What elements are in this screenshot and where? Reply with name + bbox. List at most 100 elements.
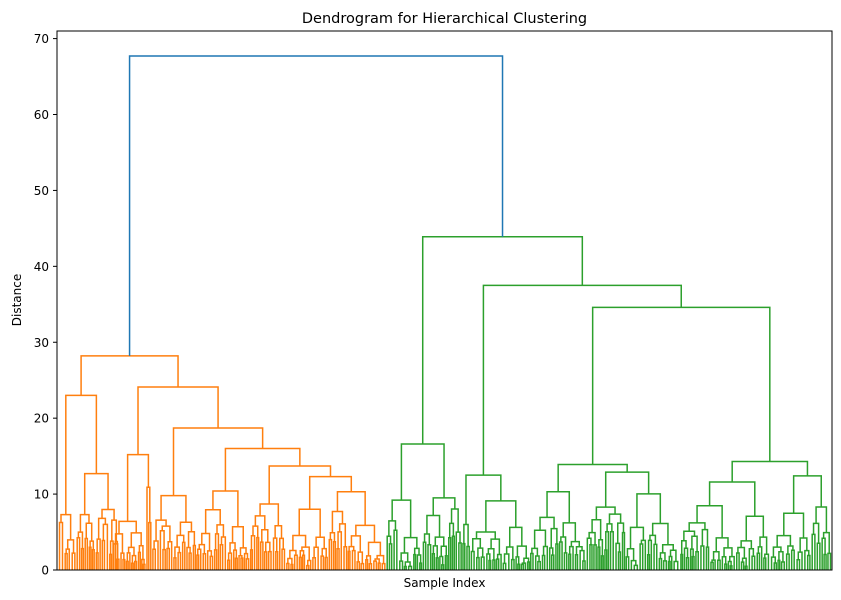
dendrogram-link-170 xyxy=(413,547,420,556)
dendrogram-link-123 xyxy=(321,547,327,558)
dendrogram-link-312 xyxy=(696,505,723,538)
dendrogram-link-195 xyxy=(463,523,469,547)
dendrogram-link-240 xyxy=(574,554,579,570)
dendrogram-link-203 xyxy=(492,559,496,570)
dendrogram-link-115 xyxy=(306,564,310,570)
dendrogram-link-171 xyxy=(403,536,418,553)
dendrogram-link-86 xyxy=(245,558,250,570)
dendrogram-link-56 xyxy=(177,551,182,570)
dendrogram-link-97 xyxy=(267,550,272,570)
dendrogram-link-255 xyxy=(604,549,608,570)
x-axis-label: Sample Index xyxy=(404,576,486,590)
dendrogram-link-224 xyxy=(537,560,541,570)
y-tick-label: 60 xyxy=(34,108,49,122)
dendrogram-link-230 xyxy=(550,554,555,570)
dendrogram-link-331 xyxy=(780,561,786,570)
dendrogram-link-158 xyxy=(388,543,393,570)
dendrogram-link-34 xyxy=(130,562,134,570)
dendrogram-link-353 xyxy=(731,460,809,482)
dendrogram-link-181 xyxy=(444,554,448,570)
dendrogram-link-1 xyxy=(64,552,68,570)
dendrogram-link-162 xyxy=(399,560,404,570)
dendrogram-link-263 xyxy=(608,513,622,524)
dendrogram-link-238 xyxy=(568,553,572,570)
dendrogram-link-330 xyxy=(777,559,781,570)
dendrogram-link-356 xyxy=(421,235,584,444)
dendrogram-link-202 xyxy=(486,553,491,570)
dendrogram-link-142 xyxy=(368,562,373,570)
dendrogram-link-213 xyxy=(517,563,521,570)
dendrogram-link-42 xyxy=(130,532,142,548)
dendrogram-link-156 xyxy=(137,386,219,455)
dendrogram-link-164 xyxy=(407,565,413,570)
dendrogram-link-198 xyxy=(480,556,485,570)
dendrogram-link-149 xyxy=(367,541,382,556)
dendrogram-link-266 xyxy=(633,564,639,570)
dendrogram-link-186 xyxy=(451,535,456,570)
dendrogram-link-28 xyxy=(112,543,119,570)
dendrogram-link-328 xyxy=(773,562,778,570)
dendrogram-link-241 xyxy=(582,560,586,570)
dendrogram-link-172 xyxy=(391,499,412,538)
dendrogram-link-206 xyxy=(496,553,502,570)
dendrogram-link-229 xyxy=(533,529,547,549)
dendrogram-link-140 xyxy=(350,535,362,553)
dendrogram-link-91 xyxy=(249,549,254,570)
dendrogram-link-279 xyxy=(667,560,671,570)
dendrogram-link-357 xyxy=(128,55,504,356)
dendrogram-link-90 xyxy=(212,490,239,527)
dendrogram-link-154 xyxy=(224,447,301,492)
dendrogram-link-223 xyxy=(530,552,534,570)
dendrogram-link-119 xyxy=(312,556,317,570)
y-tick-label: 10 xyxy=(34,488,49,502)
dendrogram-link-5 xyxy=(60,513,72,540)
dendrogram-link-267 xyxy=(630,559,637,570)
dendrogram-link-70 xyxy=(209,555,214,570)
dendrogram-link-60 xyxy=(188,552,192,570)
dendrogram-link-287 xyxy=(557,463,628,492)
dendrogram-link-50 xyxy=(159,530,165,570)
dendrogram-link-288 xyxy=(680,553,684,570)
dendrogram-link-144 xyxy=(373,560,378,570)
dendrogram-link-277 xyxy=(662,560,668,570)
plot-frame xyxy=(56,30,833,571)
y-tick-label: 30 xyxy=(34,336,49,350)
dendrogram-link-24 xyxy=(101,508,115,521)
dendrogram-link-318 xyxy=(751,555,756,570)
dendrogram-link-58 xyxy=(181,541,186,570)
dendrogram-link-61 xyxy=(186,546,191,570)
dendrogram-link-48 xyxy=(153,540,159,570)
dendrogram-link-244 xyxy=(570,540,581,547)
dendrogram-link-81 xyxy=(234,557,238,570)
dendrogram-link-222 xyxy=(465,474,502,525)
dendrogram-link-134 xyxy=(347,550,351,570)
dendrogram-link-343 xyxy=(783,512,805,539)
dendrogram-link-138 xyxy=(360,562,365,570)
dendrogram-link-185 xyxy=(448,537,452,570)
dendrogram-link-303 xyxy=(717,559,721,570)
dendrogram-link-173 xyxy=(422,541,427,570)
dendrogram-link-327 xyxy=(708,481,756,517)
dendrogram-link-297 xyxy=(700,545,705,570)
dendrogram-link-334 xyxy=(785,553,790,570)
dendrogram-link-95 xyxy=(259,541,264,570)
dendrogram-link-211 xyxy=(510,558,515,570)
dendrogram-link-168 xyxy=(419,562,423,570)
dendrogram-link-135 xyxy=(351,549,356,570)
dendrogram-link-36 xyxy=(131,554,137,564)
dendrogram-link-199 xyxy=(477,547,484,558)
dendrogram-link-9 xyxy=(84,537,89,570)
dendrogram-link-344 xyxy=(811,533,816,570)
dendrogram-link-295 xyxy=(691,535,698,552)
dendrogram-link-18 xyxy=(102,523,109,570)
dendrogram-link-137 xyxy=(356,561,361,570)
dendrogram-link-262 xyxy=(616,522,625,544)
dendrogram-link-10 xyxy=(88,546,92,570)
dendrogram-link-167 xyxy=(413,553,417,570)
dendrogram-link-68 xyxy=(202,552,207,570)
dendrogram-link-311 xyxy=(715,537,729,552)
dendrogram-link-17 xyxy=(101,539,106,570)
dendrogram-link-99 xyxy=(261,528,269,543)
dendrogram-link-317 xyxy=(737,546,746,559)
